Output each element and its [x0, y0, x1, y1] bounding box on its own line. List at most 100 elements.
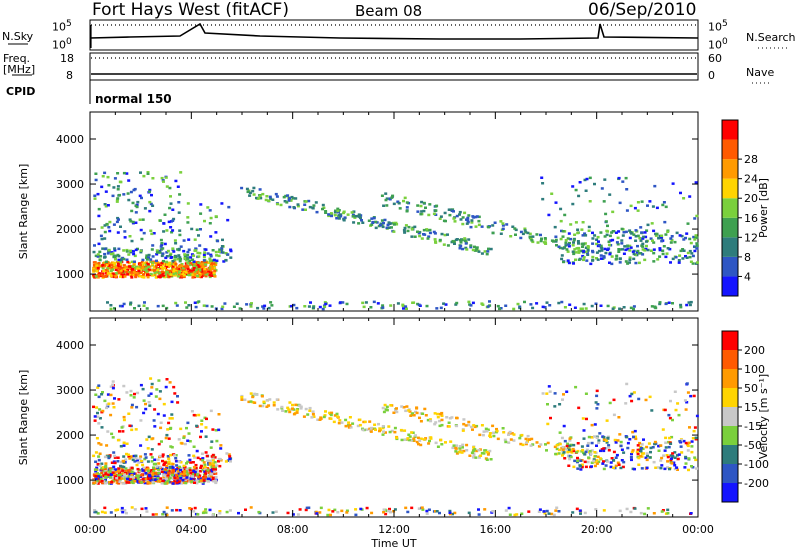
data-cell: [600, 249, 604, 252]
data-cell: [488, 432, 492, 435]
data-cell: [392, 221, 396, 225]
data-cell: [483, 250, 487, 253]
data-cell: [138, 266, 141, 269]
data-cell: [165, 466, 169, 470]
data-cell: [252, 193, 256, 196]
ytick-label: 4000: [56, 133, 84, 146]
data-cell: [583, 511, 587, 515]
data-cell: [136, 459, 140, 462]
data-cell: [561, 398, 564, 401]
data-cell: [212, 480, 216, 483]
data-cell: [448, 213, 452, 217]
data-cell: [641, 248, 645, 251]
data-cell: [403, 196, 407, 200]
data-cell: [161, 304, 165, 308]
data-cell: [161, 274, 165, 277]
data-cell: [250, 302, 253, 305]
data-cell: [102, 269, 106, 273]
data-cell: [427, 235, 431, 238]
data-cell: [568, 457, 572, 461]
data-cell: [155, 253, 159, 256]
data-cell: [298, 404, 302, 407]
data-cell: [475, 449, 479, 453]
data-cell: [195, 266, 199, 269]
data-cell: [507, 433, 510, 436]
data-cell: [209, 235, 213, 238]
data-cell: [143, 481, 147, 485]
data-cell: [501, 427, 505, 430]
data-cell: [136, 267, 140, 270]
data-cell: [595, 394, 599, 398]
data-cell: [593, 423, 597, 426]
ytick-label: 2000: [56, 223, 84, 236]
data-cell: [432, 212, 436, 216]
data-cell: [688, 303, 692, 307]
data-cell: [519, 442, 523, 446]
data-cell: [459, 241, 463, 244]
data-cell: [186, 257, 190, 260]
data-cell: [140, 459, 143, 463]
data-cell: [214, 468, 217, 471]
data-cell: [202, 255, 206, 259]
data-cell: [528, 438, 532, 441]
data-cell: [162, 476, 166, 479]
data-cell: [682, 238, 686, 241]
data-cell: [489, 458, 493, 461]
data-cell: [593, 182, 596, 186]
data-cell: [258, 404, 262, 408]
data-cell: [133, 307, 136, 310]
colorbar-frame: [721, 119, 739, 297]
data-cell: [152, 266, 156, 269]
data-cell: [459, 218, 463, 221]
data-cell: [106, 473, 110, 476]
data-cell: [211, 513, 215, 517]
data-cell: [218, 464, 222, 468]
data-cell: [152, 466, 155, 469]
data-cell: [459, 244, 463, 248]
data-cell: [645, 240, 648, 243]
data-cell: [281, 409, 285, 412]
data-cell: [213, 461, 217, 464]
data-cell: [168, 206, 172, 210]
data-cell: [420, 506, 424, 509]
data-cell: [129, 265, 133, 268]
y-axis-label: Slant Range [km]: [17, 164, 30, 260]
data-cell: [212, 464, 216, 468]
data-cell: [251, 401, 255, 404]
data-cell: [649, 249, 653, 252]
data-cell: [193, 470, 197, 474]
data-cell: [574, 251, 578, 254]
data-cell: [386, 223, 390, 227]
colorbar-segment: [722, 120, 738, 140]
data-cell: [147, 253, 151, 257]
data-cell: [173, 274, 176, 277]
data-cell: [584, 189, 588, 192]
data-cell: [689, 394, 693, 398]
data-cell: [197, 234, 200, 237]
data-cell: [665, 252, 669, 255]
colorbar-tick-label: 50: [744, 382, 758, 395]
data-cell: [123, 236, 127, 239]
data-cell: [618, 509, 622, 513]
data-cell: [661, 252, 665, 256]
data-cell: [155, 259, 158, 263]
data-cell: [152, 232, 156, 235]
data-cell: [132, 478, 136, 482]
data-cell: [419, 212, 423, 216]
data-cell: [166, 428, 170, 431]
data-cell: [172, 250, 176, 253]
data-cell: [301, 208, 305, 211]
data-cell: [590, 461, 594, 464]
data-cell: [174, 273, 178, 276]
data-cell: [380, 219, 384, 222]
data-cell: [666, 460, 670, 463]
data-cell: [195, 228, 199, 231]
data-cell: [307, 305, 311, 308]
data-cell: [119, 258, 123, 262]
data-cell: [633, 467, 636, 471]
data-cell: [531, 235, 535, 238]
data-cell: [491, 510, 495, 513]
data-cell: [150, 382, 154, 386]
data-cell: [327, 508, 331, 512]
data-cell: [597, 460, 601, 464]
